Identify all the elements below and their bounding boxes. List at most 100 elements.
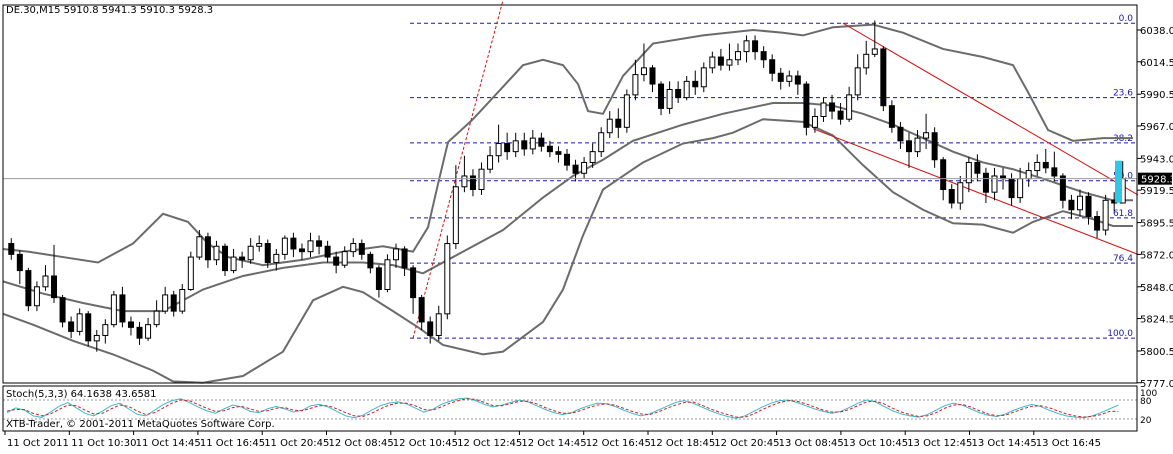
- candle-body: [478, 168, 485, 190]
- candle-body: [538, 137, 545, 147]
- price-tick-label: 6038.0: [1140, 26, 1173, 37]
- candle-body: [273, 253, 280, 263]
- candle-body: [264, 243, 271, 263]
- candle-body: [709, 56, 716, 69]
- price-tick-label: 5895.5: [1140, 219, 1173, 230]
- candle-body: [136, 326, 143, 339]
- candle-body: [367, 253, 374, 269]
- time-tick-label: 12 Oct 20:45: [714, 438, 779, 449]
- candle-body: [888, 105, 895, 128]
- last-price-box: [1138, 172, 1172, 185]
- candle-body: [598, 132, 605, 153]
- candle-body: [444, 243, 451, 315]
- candle-body: [410, 267, 417, 299]
- candle-body: [25, 270, 32, 307]
- candle-body: [734, 51, 741, 61]
- last-price-label: 5928.3: [1141, 175, 1173, 186]
- candle-body: [769, 59, 776, 74]
- candle-body: [495, 143, 502, 157]
- time-tick-label: 12 Oct 12:45: [457, 438, 522, 449]
- candle-body: [1059, 175, 1066, 201]
- stoch-tick-label: 20: [1140, 416, 1152, 426]
- candle-body: [1017, 178, 1024, 199]
- candle-body: [204, 236, 211, 261]
- candle-body: [948, 188, 955, 204]
- candle-body: [324, 245, 331, 258]
- candle-body: [256, 243, 263, 247]
- price-tick-label: 5919.5: [1140, 186, 1173, 197]
- candle-body: [51, 275, 58, 299]
- axes: 6038.0 6014.5 5990.5 5967.0 5943.0 5919.5 5895…: [2, 4, 1173, 449]
- candle-body: [512, 140, 519, 153]
- candle-body: [427, 321, 434, 336]
- fib-level-label: 23.6: [1113, 89, 1133, 99]
- price-tick-label: 5990.5: [1140, 90, 1173, 101]
- candle-body: [145, 324, 152, 339]
- candle-body: [1102, 199, 1109, 231]
- time-tick-label: 12 Oct 16:45: [586, 438, 651, 449]
- candle-body: [119, 294, 126, 323]
- candle-body: [700, 67, 707, 88]
- time-tick-label: 13 Oct 14:45: [972, 438, 1037, 449]
- candle-body: [794, 75, 801, 85]
- candle-body: [880, 48, 887, 107]
- price-tick-label: 5872.0: [1140, 250, 1173, 261]
- candle-body: [777, 72, 784, 82]
- candle-body: [965, 161, 972, 184]
- candle-body: [897, 126, 904, 142]
- candle-body: [1076, 195, 1083, 211]
- candle-body: [418, 297, 425, 323]
- time-tick-label: 12 Oct 08:45: [329, 438, 394, 449]
- candle-body: [127, 321, 134, 328]
- candle-body: [564, 153, 570, 166]
- candle-body: [692, 80, 699, 88]
- candle-body: [837, 110, 844, 120]
- candle-body: [683, 80, 690, 99]
- candle-body: [16, 253, 23, 272]
- candle-body: [187, 256, 194, 291]
- candle-body: [991, 175, 998, 193]
- candle-body: [384, 259, 391, 291]
- candle-body: [316, 240, 323, 247]
- candle-body: [102, 324, 109, 336]
- candle-body: [8, 243, 15, 255]
- candle-body: [589, 151, 596, 163]
- candle-body: [863, 53, 870, 69]
- candle-body: [846, 94, 853, 120]
- candle-body: [401, 248, 408, 269]
- time-tick-label: 13 Oct 16:45: [1036, 438, 1101, 449]
- time-tick-label: 12 Oct 10:45: [393, 438, 458, 449]
- candle-body: [76, 313, 83, 332]
- candle-body: [572, 164, 579, 174]
- candle-body: [829, 102, 836, 112]
- candle-body: [640, 67, 647, 76]
- price-tick-label: 5824.5: [1140, 315, 1173, 326]
- candle-body: [974, 161, 981, 174]
- price-tick-label: 5848.0: [1140, 283, 1173, 294]
- candle-body: [1008, 178, 1015, 199]
- candle-body: [1085, 195, 1092, 218]
- time-tick-label: 12 Oct 14:45: [521, 438, 586, 449]
- stoch-signal-line: [6, 398, 1119, 418]
- candle-body: [905, 140, 912, 153]
- price-tick-label: 6014.5: [1140, 58, 1173, 69]
- candle-body: [521, 140, 528, 150]
- candle-body: [752, 40, 759, 53]
- candle-body: [375, 267, 382, 291]
- candle-body: [717, 56, 724, 66]
- candle-body: [435, 313, 442, 336]
- candle-body: [239, 256, 246, 261]
- candle-body: [931, 132, 938, 161]
- candle-body: [162, 294, 169, 312]
- candle-body: [820, 102, 827, 118]
- time-tick-label: 11 Oct 20:45: [264, 438, 329, 449]
- candle-body: [871, 48, 878, 55]
- time-tick-label: 11 Oct 16:45: [200, 438, 265, 449]
- candle-body: [213, 245, 220, 261]
- candle-body: [982, 172, 989, 193]
- candle-body: [581, 161, 588, 174]
- candle-body: [760, 51, 767, 61]
- price-tick-label: 5800.5: [1140, 347, 1173, 358]
- stoch-panel-frame: [2, 385, 1138, 432]
